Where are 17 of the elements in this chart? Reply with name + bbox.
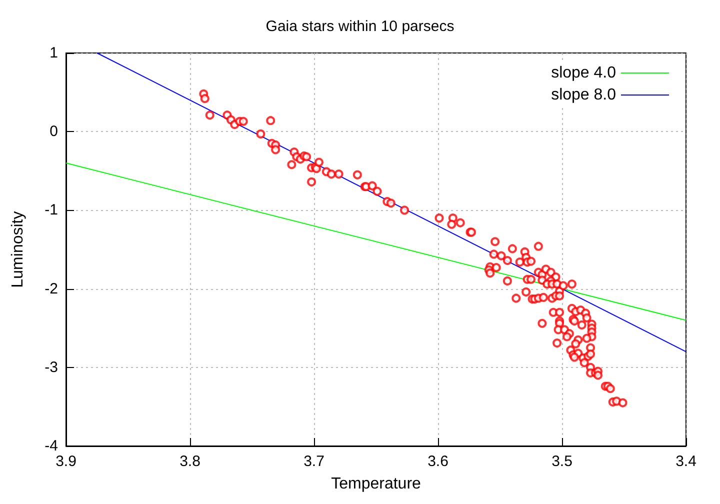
y-tick-label: -3 <box>44 358 58 376</box>
y-tick-label: -2 <box>44 280 58 298</box>
y-tick-label: -1 <box>44 202 58 219</box>
y-tick-label: 1 <box>50 44 58 62</box>
y-axis-title: Luminosity <box>10 211 26 288</box>
x-axis-title: Temperature <box>331 476 422 492</box>
x-tick-label: 3.6 <box>428 453 448 470</box>
y-tick-label: 0 <box>50 123 58 140</box>
legend-label: slope 4.0 <box>551 64 616 82</box>
x-tick-label: 3.9 <box>56 453 76 470</box>
chart-title: Gaia stars within 10 parsecs <box>266 18 454 35</box>
x-tick-label: 3.5 <box>552 453 572 470</box>
x-tick-label: 3.7 <box>304 453 324 470</box>
legend-label: slope 8.0 <box>551 86 616 104</box>
x-tick-label: 3.4 <box>676 453 696 470</box>
y-tick-label: -4 <box>44 438 58 454</box>
x-tick-label: 3.8 <box>180 453 200 470</box>
